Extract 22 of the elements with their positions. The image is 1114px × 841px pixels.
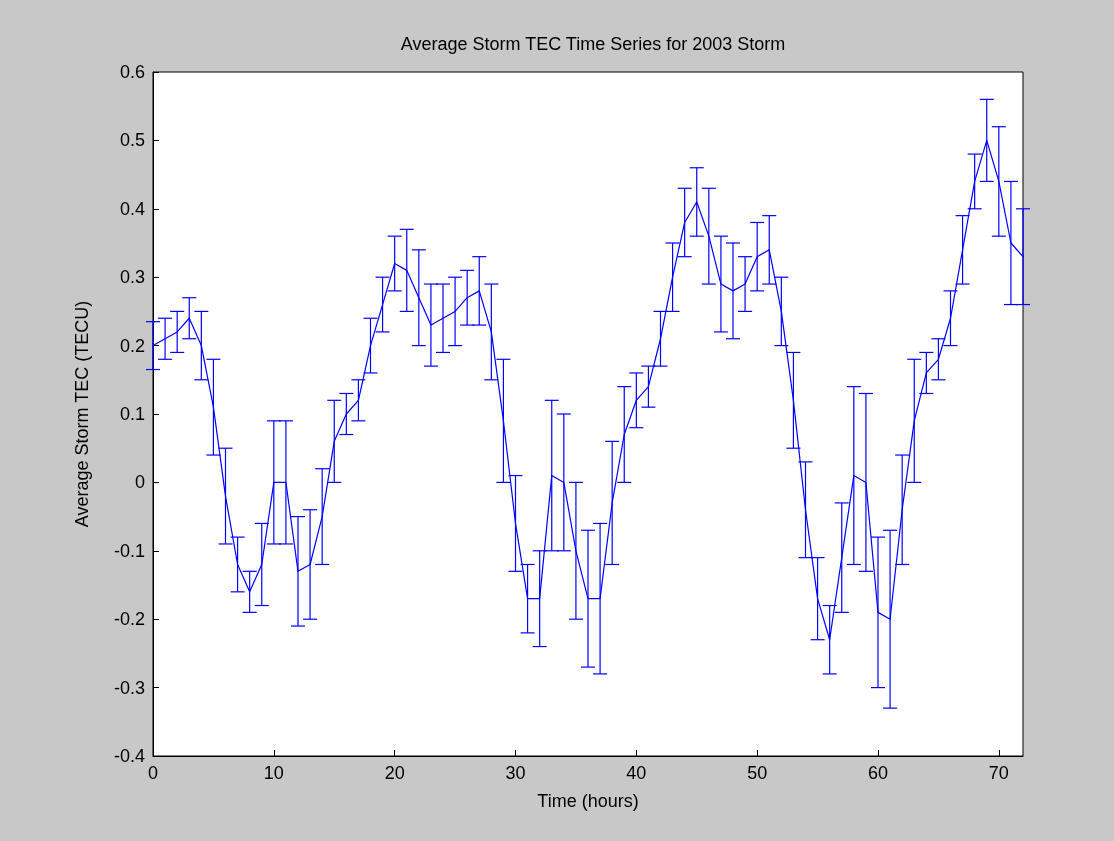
x-tick-label: 30 (505, 763, 526, 783)
x-tick-label: 10 (263, 763, 284, 783)
y-axis-title: Average Storm TEC (TECU) (72, 300, 92, 528)
chart-title: Average Storm TEC Time Series for 2003 Storm (400, 34, 786, 54)
y-tick-label: -0.3 (113, 677, 145, 698)
y-tick-label: 0.6 (119, 62, 145, 82)
x-tick-label: 70 (988, 763, 1009, 783)
y-tick-label: -0.2 (113, 609, 145, 630)
y-tick-label: -0.1 (113, 540, 145, 561)
x-axis-title: Time (hours) (537, 791, 639, 811)
y-tick-label: -0.4 (113, 746, 145, 766)
y-tick-label: 0.2 (119, 335, 145, 356)
x-tick-label: 60 (867, 763, 889, 783)
x-tick-label: 50 (747, 763, 768, 783)
x-tick-label: 40 (626, 763, 647, 783)
y-tick-label: 0.1 (119, 404, 145, 424)
x-tick-label: 20 (384, 763, 405, 783)
x-tick-label: 0 (147, 763, 159, 783)
y-tick-label: 0.4 (119, 198, 145, 219)
y-tick-label: 0.5 (119, 130, 145, 151)
y-tick-label: 0 (134, 472, 145, 493)
y-tick-label: 0.3 (119, 267, 145, 288)
